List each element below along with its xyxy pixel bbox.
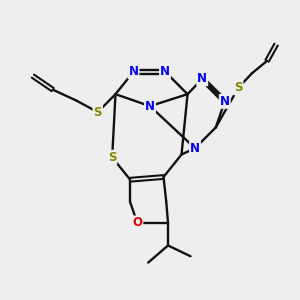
Text: S: S <box>108 151 116 164</box>
Text: N: N <box>160 65 170 78</box>
Text: S: S <box>94 106 102 119</box>
Text: N: N <box>220 95 230 108</box>
Text: N: N <box>128 65 139 78</box>
Text: N: N <box>197 72 207 85</box>
Text: S: S <box>234 81 242 94</box>
Text: N: N <box>190 142 200 155</box>
Text: N: N <box>145 100 155 112</box>
Text: O: O <box>132 217 142 230</box>
